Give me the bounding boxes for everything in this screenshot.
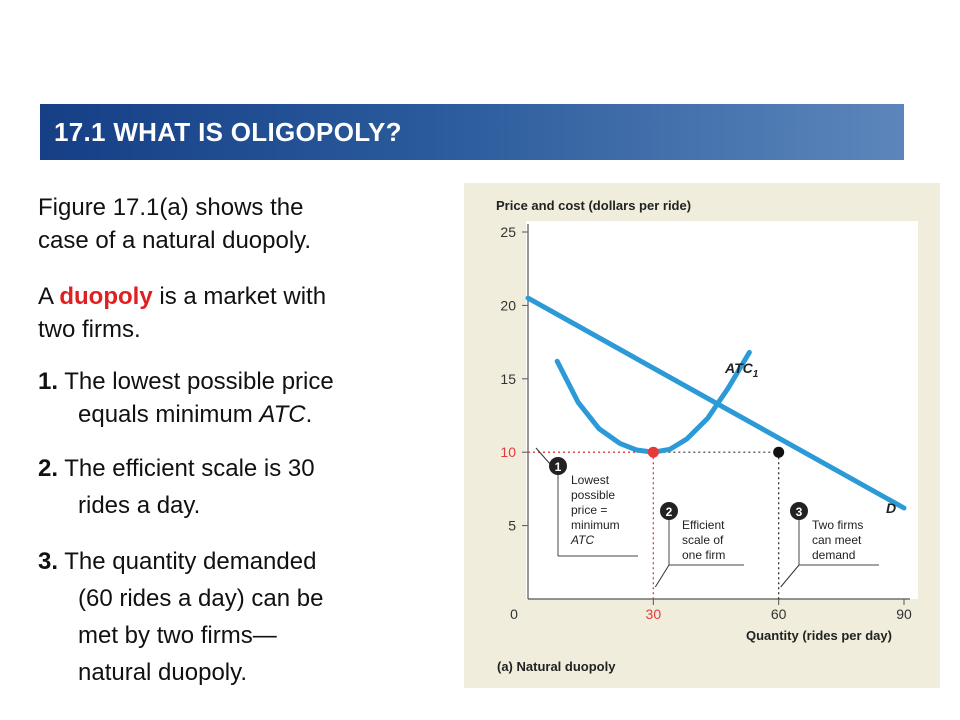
annotation-1-line-1: Lowest bbox=[571, 473, 610, 487]
section-title-bar: 17.1 WHAT IS OLIGOPOLY? bbox=[40, 104, 904, 160]
annotation-1-line-4: minimum bbox=[571, 518, 620, 532]
annotation-3-number: 3 bbox=[796, 505, 803, 519]
point-2-number: 2. bbox=[38, 455, 59, 482]
annotation-1-number: 1 bbox=[555, 460, 562, 474]
x-tick-label-90: 90 bbox=[896, 606, 912, 622]
x-tick-label-60: 60 bbox=[771, 606, 787, 622]
annotation-2-number: 2 bbox=[666, 505, 673, 519]
tick-labels: 5 10 15 20 25 0 30 60 90 bbox=[500, 224, 912, 622]
annotation-1-line-5: ATC bbox=[570, 533, 594, 547]
figure-panel: Price and cost (dollars per ride) Quanti… bbox=[464, 183, 940, 688]
y-axis-label: Price and cost (dollars per ride) bbox=[496, 198, 691, 213]
demand-curve-label: D bbox=[886, 500, 896, 516]
duopoly-term: duopoly bbox=[59, 283, 153, 310]
point-3: 3. The quantity demanded (60 rides a day… bbox=[38, 543, 458, 691]
annotation-3-line-2: can meet bbox=[812, 533, 862, 547]
annotation-3-leader bbox=[780, 564, 800, 588]
x-tick-label-30: 30 bbox=[646, 606, 662, 622]
annotation-1-badge bbox=[549, 457, 567, 475]
point-1-line-1: The lowest possible price bbox=[58, 368, 334, 395]
point-1-number: 1. bbox=[38, 368, 59, 395]
point-3-number: 3. bbox=[38, 548, 59, 575]
natural-duopoly-chart: Price and cost (dollars per ride) Quanti… bbox=[496, 198, 918, 674]
point-3-line-2: (60 rides a day) can be bbox=[78, 585, 324, 612]
point-1: 1. The lowest possible price equals mini… bbox=[38, 365, 458, 431]
y-tick-label-25: 25 bbox=[500, 224, 516, 240]
x-axis-label: Quantity (rides per day) bbox=[746, 628, 892, 643]
y-tick-label-10: 10 bbox=[500, 444, 516, 460]
point-3-line-4: natural duopoly. bbox=[78, 659, 248, 686]
plot-area bbox=[526, 221, 918, 599]
chart-caption: (a) Natural duopoly bbox=[497, 659, 616, 674]
section-title: 17.1 WHAT IS OLIGOPOLY? bbox=[54, 116, 402, 147]
definition-line-2: two firms. bbox=[38, 316, 141, 343]
annotation-2-leader bbox=[654, 564, 670, 588]
points bbox=[647, 446, 785, 458]
annotation-2-line-1: Efficient bbox=[682, 518, 725, 532]
point-3-line-1: The quantity demanded bbox=[58, 548, 317, 575]
annotation-2-line-2: scale of bbox=[682, 533, 724, 547]
annotation-1-line-2: possible bbox=[571, 488, 615, 502]
intro-line-2: case of a natural duopoly. bbox=[38, 227, 312, 254]
definition-suffix: is a market with bbox=[152, 283, 327, 310]
point-1-line-2: equals minimum ATC. bbox=[78, 401, 313, 428]
point-2-line-2: rides a day. bbox=[78, 492, 201, 519]
annotation-2-badge bbox=[660, 502, 678, 520]
axes bbox=[522, 224, 910, 605]
paragraph-intro: Figure 17.1(a) shows the case of a natur… bbox=[38, 191, 458, 257]
definition-prefix: A bbox=[38, 283, 60, 310]
paragraph-definition: A duopoly is a market with two firms. bbox=[38, 280, 458, 346]
x-tick-label-0: 0 bbox=[510, 606, 518, 622]
annotation-3-line-1: Two firms bbox=[812, 518, 863, 532]
y-tick-label-20: 20 bbox=[500, 297, 516, 313]
annotation-3-badge bbox=[790, 502, 808, 520]
annotation-3-line-3: demand bbox=[812, 548, 855, 562]
point-30-10 bbox=[647, 446, 659, 458]
point-2-line-1: The efficient scale is 30 bbox=[58, 455, 315, 482]
intro-line-1: Figure 17.1(a) shows the bbox=[38, 194, 304, 221]
point-3-line-3: met by two firms— bbox=[78, 622, 277, 649]
atc-curve-label: ATC1 bbox=[724, 360, 759, 380]
point-2: 2. The efficient scale is 30 rides a day… bbox=[38, 450, 458, 524]
y-tick-label-15: 15 bbox=[500, 371, 516, 387]
reference-lines bbox=[528, 451, 780, 599]
point-60-10 bbox=[773, 446, 785, 458]
y-tick-label-5: 5 bbox=[508, 518, 516, 534]
annotation-1-line-3: price = bbox=[571, 503, 607, 517]
annotation-2-line-3: one firm bbox=[682, 548, 725, 562]
